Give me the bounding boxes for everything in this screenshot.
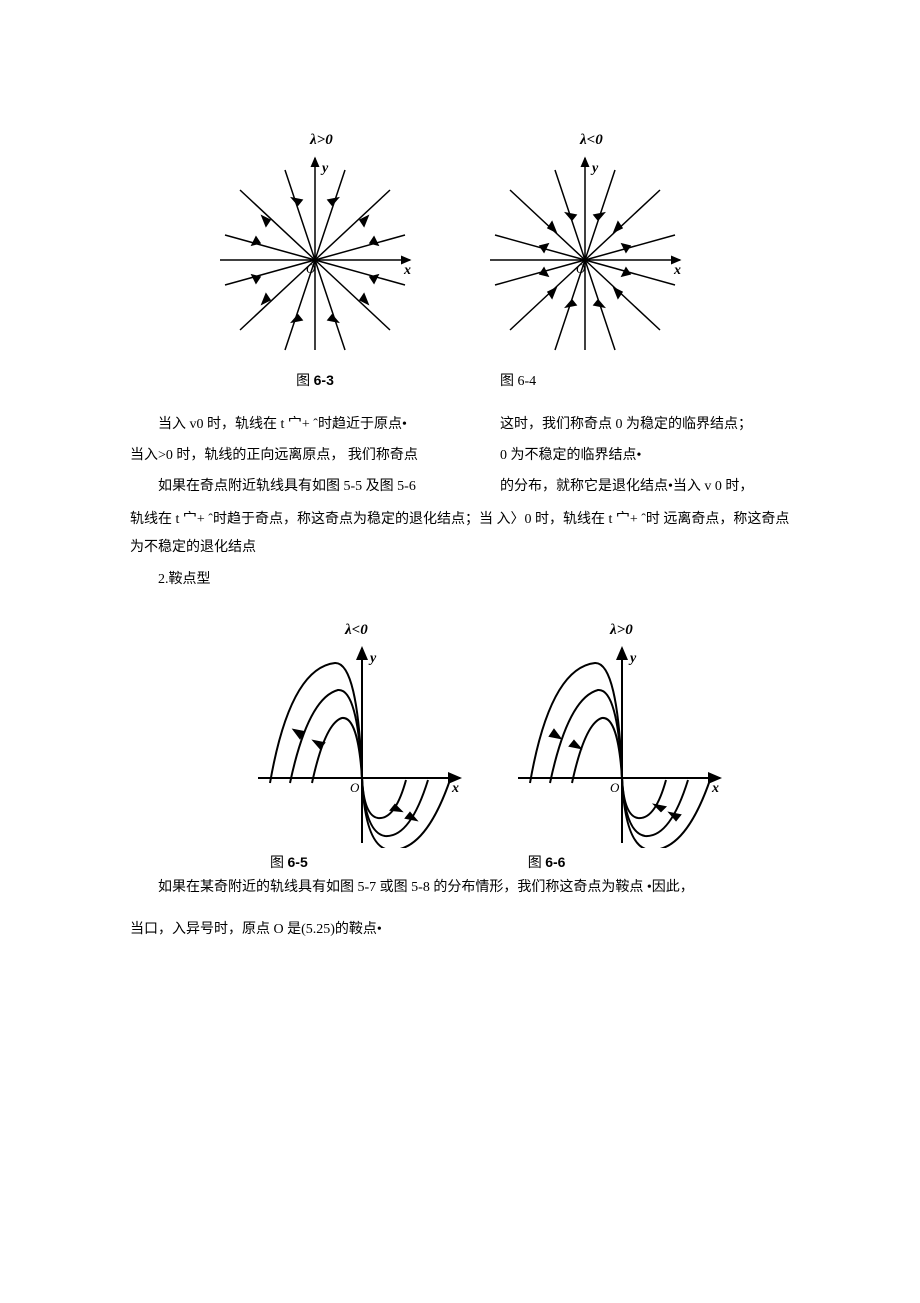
bottom-caption-row: 图 6-5 图 6-6: [270, 852, 800, 872]
para-4: 这时，我们称奇点 0 为稳定的临界结点；: [500, 410, 800, 441]
para-2: 当入>0 时，轨线的正向远离原点， 我们称奇点: [130, 441, 470, 472]
para-3: 如果在奇点附近轨线具有如图 5-5 及图 5-6: [130, 472, 470, 503]
fig66-xlabel: x: [711, 781, 719, 796]
para-10: 当口，入异号时，原点 O 是(5.25)的鞍点•: [130, 916, 800, 944]
fig65-caption: 图 6-5: [270, 852, 308, 872]
fig65-xlabel: x: [451, 781, 459, 796]
para-1: 当入 v0 时，轨线在 t 宀+ ˆ时趋近于原点•: [130, 410, 470, 441]
star-node-outward-svg: λ>0 y: [210, 130, 420, 360]
para-9: 如果在某奇附近的轨线具有如图 5-7 或图 5-8 的分布情形，我们称这奇点为鞍…: [130, 874, 800, 902]
fig63-origin: O: [306, 261, 316, 276]
fig66-title: λ>0: [609, 622, 633, 638]
figure-6-5: λ<0 y O x: [250, 618, 470, 848]
fig63-ylabel: y: [320, 161, 329, 176]
fig64-ylabel: y: [590, 161, 599, 176]
degenerate-node-left-svg: λ<0 y O x: [250, 618, 470, 848]
fig66-ylabel: y: [628, 651, 637, 666]
fig64-caption: 图 6-4: [500, 370, 536, 390]
fig64-title: λ<0: [579, 132, 603, 148]
para-7: 轨线在 t 宀+ ˆ时趋于奇点，称这奇点为稳定的退化结点；当 入〉0 时，轨线在…: [130, 506, 800, 562]
figure-6-3: λ>0 y: [210, 130, 420, 390]
fig63-title: λ>0: [309, 132, 333, 148]
left-column: 当入 v0 时，轨线在 t 宀+ ˆ时趋近于原点• 当入>0 时，轨线的正向远离…: [130, 410, 470, 502]
star-node-inward-svg: λ<0 y: [480, 130, 690, 360]
fig65-title: λ<0: [344, 622, 368, 638]
fig65-origin: O: [350, 780, 360, 795]
fig65-ylabel: y: [368, 651, 377, 666]
two-column-text: 当入 v0 时，轨线在 t 宀+ ˆ时趋近于原点• 当入>0 时，轨线的正向远离…: [130, 410, 800, 502]
fig64-xlabel: x: [673, 263, 681, 278]
para-8: 2.鞍点型: [130, 566, 800, 594]
bottom-figure-row: λ<0 y O x: [250, 618, 800, 848]
top-figure-row: λ>0 y: [210, 130, 800, 390]
figure-6-4: λ<0 y: [480, 130, 690, 390]
degenerate-node-right-svg: λ>0 y O x: [510, 618, 730, 848]
fig63-xlabel: x: [403, 263, 411, 278]
fig63-caption: 图 图 6-36-3: [296, 370, 334, 390]
figure-6-6: λ>0 y O x: [510, 618, 730, 848]
para-6: 的分布，就称它是退化结点•当入 v 0 时，: [500, 472, 800, 503]
para-5: 0 为不稳定的临界结点•: [500, 441, 800, 472]
fig64-origin: O: [576, 261, 586, 276]
right-column: 这时，我们称奇点 0 为稳定的临界结点； 0 为不稳定的临界结点• 的分布，就称…: [500, 410, 800, 502]
fig66-origin: O: [610, 780, 620, 795]
fig66-caption: 图 6-6: [528, 852, 566, 872]
